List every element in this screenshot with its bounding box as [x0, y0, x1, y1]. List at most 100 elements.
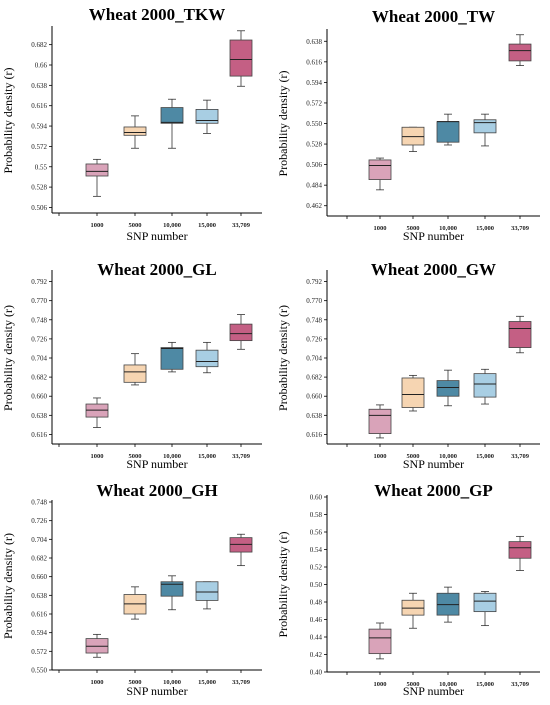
y-tick-label: 0.792 [306, 278, 322, 286]
box-iqr [508, 321, 532, 348]
y-tick-label: 0.704 [31, 355, 47, 363]
box-iqr [473, 373, 497, 398]
y-tick-label: 0.60 [310, 494, 323, 502]
box-plot [229, 30, 253, 87]
box-plot [195, 581, 219, 610]
y-tick-label: 0.638 [31, 592, 47, 600]
x-tick-label: 5000 [407, 681, 420, 688]
y-tick-label: 0.572 [31, 648, 47, 656]
y-tick-label: 0.770 [306, 297, 322, 305]
x-tick-label: 5000 [407, 225, 420, 232]
x-axis-label: SNP number [403, 457, 464, 471]
y-tick-label: 0.58 [310, 511, 323, 519]
box-plot [160, 575, 184, 611]
y-tick-label: 0.704 [31, 536, 47, 544]
y-tick-label: 0.616 [306, 431, 322, 439]
box-iqr [368, 159, 392, 180]
y-tick-label: 0.550 [306, 120, 322, 128]
x-tick-label: 10,000 [163, 679, 181, 686]
y-tick-label: 0.638 [306, 412, 322, 420]
box-plot [195, 99, 219, 134]
x-tick-label: 15,000 [198, 222, 216, 229]
box-iqr [123, 364, 147, 383]
y-tick-label: 0.66 [35, 62, 48, 70]
box-plot [123, 115, 147, 149]
x-tick-label: 33,709 [511, 225, 530, 232]
y-tick-label: 0.572 [306, 99, 322, 107]
chart-panel: Wheat 2000_GW 0.616 0.638 0.660 0.682 0.704 0.… [276, 260, 540, 471]
box-plot [368, 404, 392, 439]
y-tick-label: 0.616 [306, 58, 322, 66]
y-tick-label: 0.55 [35, 163, 48, 171]
y-tick-label: 0.704 [306, 355, 322, 363]
box-plot [229, 314, 253, 350]
x-tick-label: 5000 [407, 453, 420, 460]
y-tick-label: 0.792 [31, 278, 47, 286]
y-tick-label: 0.770 [31, 297, 47, 305]
x-tick-label: 1000 [91, 222, 104, 229]
y-tick-label: 0.638 [31, 412, 47, 420]
y-tick-label: 0.550 [31, 667, 47, 675]
box-iqr [368, 628, 392, 655]
y-axis-label: Probability density (r) [276, 71, 290, 177]
chart-title: Wheat 2000_GW [371, 260, 496, 279]
y-tick-label: 0.748 [31, 499, 47, 507]
x-axis-label: SNP number [126, 457, 187, 471]
x-tick-label: 10,000 [163, 222, 181, 229]
box-plot [195, 341, 219, 374]
x-tick-label: 15,000 [476, 225, 494, 232]
x-tick-label: 10,000 [439, 681, 457, 688]
x-tick-label: 33,709 [232, 679, 251, 686]
y-tick-label: 0.42 [310, 651, 323, 659]
y-tick-label: 0.682 [31, 41, 47, 49]
y-tick-label: 0.528 [31, 184, 47, 192]
x-tick-label: 1000 [374, 453, 387, 460]
y-axis-label: Probability density (r) [1, 533, 15, 639]
box-plot [436, 113, 460, 146]
y-tick-label: 0.682 [31, 374, 47, 382]
x-axis-label: SNP number [403, 684, 464, 698]
y-axis-label: Probability density (r) [276, 305, 290, 411]
box-plot [229, 533, 253, 567]
x-tick-label: 1000 [91, 453, 104, 460]
y-tick-label: 0.506 [306, 161, 322, 169]
y-tick-label: 0.616 [31, 431, 47, 439]
x-tick-label: 5000 [129, 453, 142, 460]
x-tick-label: 1000 [374, 681, 387, 688]
box-plot [123, 353, 147, 386]
y-tick-label: 0.638 [306, 38, 322, 46]
y-tick-label: 0.484 [306, 182, 322, 190]
x-tick-label: 15,000 [198, 453, 216, 460]
y-tick-label: 0.682 [306, 374, 322, 382]
x-tick-label: 33,709 [511, 681, 530, 688]
chart-panel: Wheat 2000_GP 0.40 0.42 0.44 0.46 0.48 0.50 0.5… [276, 481, 540, 698]
chart-panel: Wheat 2000_GL 0.616 0.638 0.660 0.682 0.704 0.… [1, 260, 262, 471]
y-tick-label: 0.748 [31, 316, 47, 324]
box-iqr [436, 380, 460, 397]
x-tick-label: 33,709 [232, 453, 251, 460]
x-tick-label: 10,000 [439, 225, 457, 232]
box-iqr [473, 592, 497, 613]
box-iqr [123, 126, 147, 136]
y-tick-label: 0.528 [306, 141, 322, 149]
chart-title: Wheat 2000_GP [374, 481, 493, 500]
box-plot [85, 397, 109, 428]
x-tick-label: 5000 [129, 679, 142, 686]
chart-title: Wheat 2000_TW [372, 7, 495, 26]
box-plot [123, 586, 147, 620]
box-iqr [229, 323, 253, 342]
box-iqr [473, 119, 497, 134]
y-tick-label: 0.594 [31, 629, 47, 637]
box-plot [401, 126, 425, 152]
y-tick-label: 0.726 [306, 335, 322, 343]
box-plot [436, 586, 460, 623]
y-tick-label: 0.572 [31, 143, 47, 151]
y-tick-label: 0.506 [31, 204, 47, 212]
y-tick-label: 0.46 [310, 616, 323, 624]
y-tick-label: 0.54 [310, 546, 323, 554]
box-plot [160, 98, 184, 149]
y-tick-label: 0.682 [31, 555, 47, 563]
y-tick-label: 0.44 [310, 634, 323, 642]
x-tick-label: 33,709 [232, 222, 251, 229]
y-tick-label: 0.748 [306, 316, 322, 324]
